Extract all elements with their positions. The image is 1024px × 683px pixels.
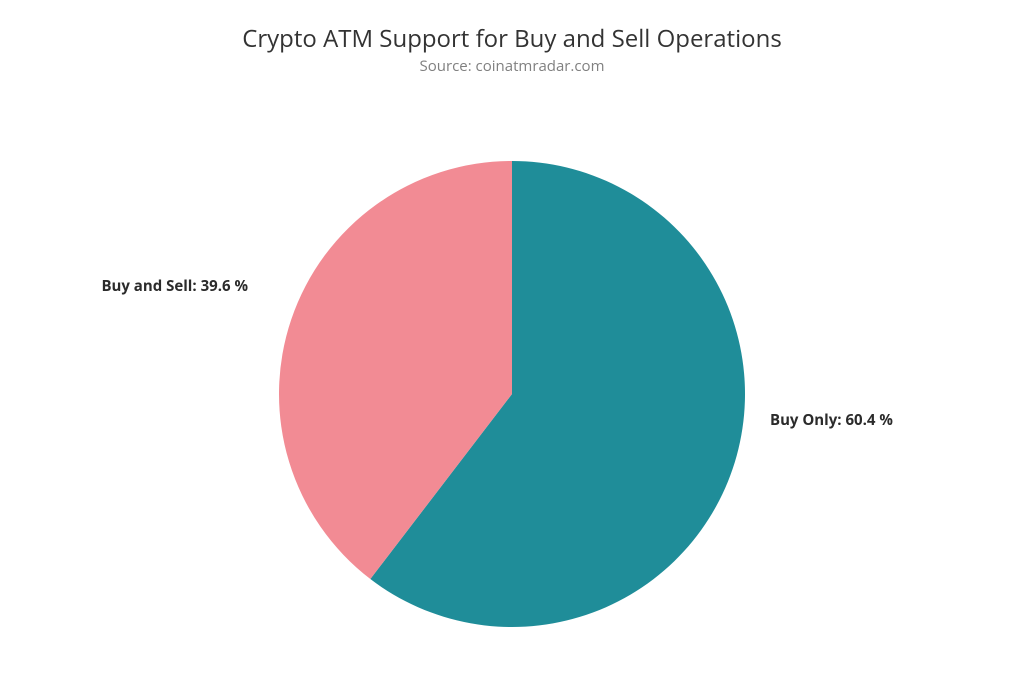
pie-label-buy-and-sell: Buy and Sell: 39.6 % bbox=[101, 276, 248, 296]
pie-label-buy-only: Buy Only: 60.4 % bbox=[770, 410, 893, 430]
pie-chart bbox=[279, 161, 745, 627]
slice-name: Buy Only: bbox=[770, 410, 845, 430]
chart-subtitle: Source: coinatmradar.com bbox=[0, 56, 1024, 76]
slice-value: 39.6 % bbox=[201, 276, 248, 296]
slice-value: 60.4 % bbox=[845, 410, 892, 430]
chart-title: Crypto ATM Support for Buy and Sell Oper… bbox=[0, 22, 1024, 55]
pie-svg bbox=[279, 161, 745, 627]
slice-name: Buy and Sell: bbox=[101, 276, 200, 296]
